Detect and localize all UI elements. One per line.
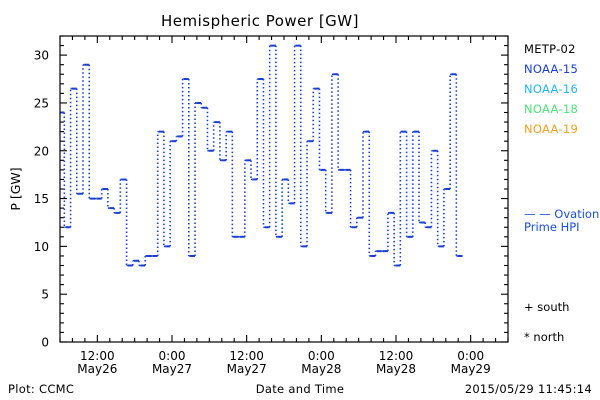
legend-symbol-south-label: south <box>537 300 570 314</box>
y-tick-label: 20 <box>34 144 49 158</box>
series-group <box>60 44 463 267</box>
legend-item-metp-02: METP-02 <box>524 42 576 56</box>
y-tick-label: 25 <box>34 96 49 110</box>
legend-ovation-line1: — — Ovation <box>524 207 600 221</box>
x-tick-label-date: May28 <box>376 362 416 376</box>
x-tick-label-time: 0:00 <box>308 349 335 363</box>
legend-ovation: — — Ovation Prime HPI <box>524 208 599 234</box>
footer-source: Plot: CCMC <box>8 382 75 396</box>
x-tick-label-time: 0:00 <box>159 349 186 363</box>
x-tick-label-time: 12:00 <box>379 349 414 363</box>
legend-item-noaa-16: NOAA-16 <box>524 82 579 96</box>
legend-satellites: METP-02 NOAA-15 NOAA-16 NOAA-18 NOAA-19 <box>524 42 578 142</box>
plot-frame <box>59 35 509 343</box>
x-tick-label-date: May27 <box>152 362 192 376</box>
x-tick-label-time: 12:00 <box>229 349 264 363</box>
y-tick-label: 10 <box>34 240 49 254</box>
x-tick-label-time: 0:00 <box>457 349 484 363</box>
y-tick-label: 30 <box>34 49 49 63</box>
legend-item-noaa-18: NOAA-18 <box>524 102 579 116</box>
legend-item-noaa-15: NOAA-15 <box>524 62 579 76</box>
legend-symbol-south: + south <box>524 300 569 314</box>
x-tick-label-date: May27 <box>227 362 267 376</box>
x-tick-label-time: 12:00 <box>80 349 115 363</box>
legend-symbol-north: * north <box>524 330 564 344</box>
x-tick-label-date: May26 <box>77 362 117 376</box>
x-tick-label-date: May28 <box>301 362 341 376</box>
footer-timestamp: 2015/05/29 11:45:14 <box>464 382 592 396</box>
axis-label-y: P [GW] <box>8 167 23 210</box>
axis-label-x: Date and Time <box>255 382 345 396</box>
asterisk-icon: * <box>524 330 530 344</box>
plus-icon: + <box>524 300 534 314</box>
y-tick-label: 5 <box>41 288 49 302</box>
y-tick-label: 0 <box>41 336 49 350</box>
x-tick-label-date: May29 <box>451 362 491 376</box>
legend-symbol-north-label: north <box>533 330 565 344</box>
legend-ovation-line2: Prime HPI <box>524 220 580 234</box>
legend-item-noaa-19: NOAA-19 <box>524 122 579 136</box>
page-title: Hemispheric Power [GW] <box>161 12 359 30</box>
y-tick-label: 15 <box>34 192 49 206</box>
